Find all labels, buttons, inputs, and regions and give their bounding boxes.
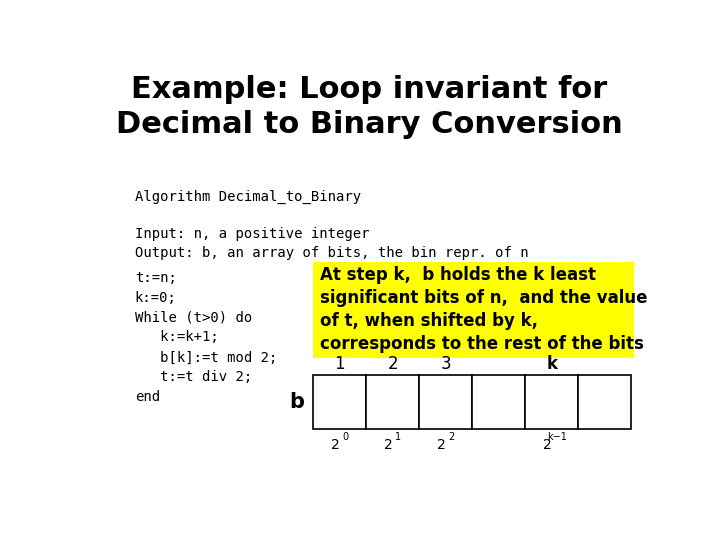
Bar <box>578 375 631 429</box>
Text: 2: 2 <box>331 438 340 453</box>
Text: 1: 1 <box>334 355 345 373</box>
Text: t:=t div 2;: t:=t div 2; <box>135 370 252 384</box>
Text: 0: 0 <box>342 432 348 442</box>
Text: t:=n;: t:=n; <box>135 271 176 285</box>
Text: b[k]:=t mod 2;: b[k]:=t mod 2; <box>135 350 277 365</box>
Bar <box>419 375 472 429</box>
Text: end: end <box>135 390 160 404</box>
Text: 2: 2 <box>437 438 446 453</box>
Text: At step k,  b holds the k least
significant bits of n,  and the value
of t, when: At step k, b holds the k least significa… <box>320 266 647 353</box>
Text: k:=0;: k:=0; <box>135 291 176 305</box>
Bar <box>472 375 526 429</box>
Text: k−1: k−1 <box>547 432 567 442</box>
Text: 2: 2 <box>448 432 454 442</box>
Bar <box>313 375 366 429</box>
Bar <box>366 375 419 429</box>
Text: 3: 3 <box>441 355 451 373</box>
Text: Output: b, an array of bits, the bin repr. of n: Output: b, an array of bits, the bin rep… <box>135 246 528 260</box>
Bar <box>313 262 634 358</box>
Text: 2: 2 <box>543 438 552 453</box>
Text: Algorithm Decimal_to_Binary: Algorithm Decimal_to_Binary <box>135 190 361 204</box>
Text: Example: Loop invariant for
Decimal to Binary Conversion: Example: Loop invariant for Decimal to B… <box>116 75 622 139</box>
Bar <box>526 375 578 429</box>
Text: 2: 2 <box>387 355 398 373</box>
Text: While (t>0) do: While (t>0) do <box>135 310 252 325</box>
Text: Input: n, a positive integer: Input: n, a positive integer <box>135 227 369 241</box>
Text: 2: 2 <box>384 438 392 453</box>
Text: b: b <box>289 392 304 411</box>
Text: k:=k+1;: k:=k+1; <box>135 330 218 345</box>
Text: 1: 1 <box>395 432 401 442</box>
Text: k: k <box>546 355 557 373</box>
